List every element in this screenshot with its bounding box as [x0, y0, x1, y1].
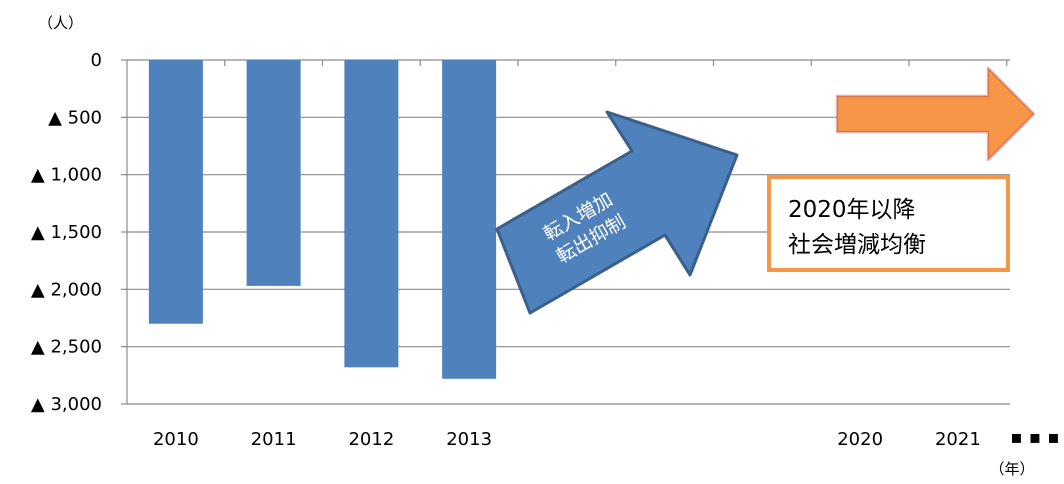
bars: [148, 60, 497, 379]
x-tick-labels: 2010 2011 2012 2013 2020 2021: [153, 429, 981, 450]
bar-2011: [246, 60, 301, 286]
bar-2010: [148, 60, 203, 324]
bar-2013: [442, 60, 497, 379]
x-tick-label: 2012: [348, 429, 394, 450]
y-tick-label: ▲ 500: [48, 107, 102, 128]
blue-arrow-shape: [495, 110, 739, 315]
x-tick-label: 2010: [153, 429, 199, 450]
y-tick-label: ▲ 1,000: [31, 165, 102, 186]
callout-box: 2020年以降 社会増減均衡: [767, 175, 1010, 272]
bar-2012: [344, 60, 399, 368]
y-tick-labels: 0 ▲ 500 ▲ 1,000 ▲ 1,500 ▲ 2,000 ▲ 2,500 ▲ 3,00…: [31, 50, 102, 415]
x-tick-label: 2021: [935, 429, 981, 450]
x-tick-label: 2011: [251, 429, 297, 450]
callout-line1: 2020年以降: [788, 197, 916, 223]
orange-arrow: [835, 66, 1036, 162]
y-tick-label: ▲ 3,000: [31, 394, 102, 415]
y-tick-label: 0: [91, 50, 102, 71]
x-tick-label: 2013: [446, 429, 492, 450]
continuation-mark: ▪ ▪ ▪: [1010, 427, 1059, 448]
blue-arrow: 転入増加 転出抑制: [495, 110, 739, 315]
callout-line2: 社会増減均衡: [788, 232, 926, 258]
y-tick-label: ▲ 2,500: [31, 337, 102, 358]
y-unit-label: （人）: [38, 14, 83, 32]
y-tick-label: ▲ 1,500: [31, 222, 102, 243]
y-tick-label: ▲ 2,000: [31, 279, 102, 300]
x-tick-label: 2020: [837, 429, 883, 450]
x-unit-label: （年）: [989, 460, 1034, 478]
